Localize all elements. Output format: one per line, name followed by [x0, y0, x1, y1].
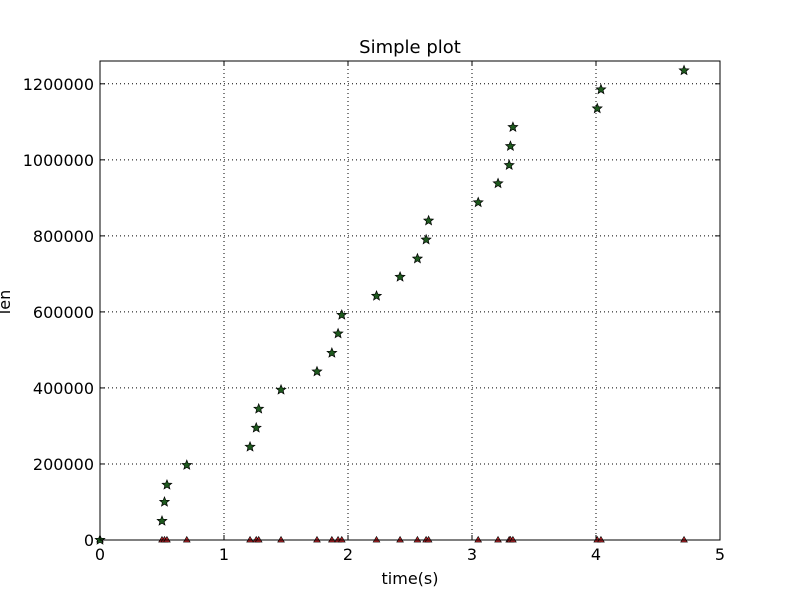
star-marker [472, 196, 484, 208]
triangle-marker [337, 535, 346, 543]
plot-area [100, 61, 720, 540]
star-marker [507, 121, 519, 132]
triangle-marker [182, 535, 191, 543]
triangle-marker [413, 535, 422, 543]
star-marker [492, 177, 504, 189]
triangle-marker [396, 535, 404, 543]
triangle-marker [494, 535, 502, 543]
star-marker [411, 252, 424, 264]
ticks: 0 1 2 3 4 5 0 200000 400000 600000 800000 1000000 12… [23, 61, 725, 564]
grid [100, 61, 720, 540]
y-tick-label: 200000 [33, 455, 94, 474]
triangle-marker [474, 535, 483, 543]
triangle-marker [424, 535, 433, 543]
x-tick-label: 2 [343, 545, 353, 564]
x-tick-label: 3 [467, 545, 477, 564]
x-tick-label: 4 [591, 545, 601, 564]
star-marker [336, 309, 348, 320]
y-tick-label: 1200000 [23, 75, 94, 94]
triangle-marker [313, 535, 321, 543]
star-marker [504, 140, 517, 151]
axes-frame [99, 60, 721, 541]
x-tick-label: 0 [95, 545, 105, 564]
star-marker [422, 214, 435, 226]
star-marker [244, 440, 256, 452]
x-axis-label: time(s) [382, 569, 439, 588]
star-marker [253, 402, 265, 414]
star-marker [161, 478, 173, 490]
y-axis-label: len [0, 290, 14, 314]
triangle-marker [163, 535, 171, 543]
triangle-marker [328, 535, 336, 543]
y-tick-label: 0 [84, 531, 94, 550]
star-marker [420, 233, 432, 245]
chart-title: Simple plot [359, 37, 461, 58]
y-tick-label: 600000 [33, 303, 94, 322]
star-marker [275, 383, 287, 395]
triangle-marker [680, 535, 688, 543]
y-tick-label: 1000000 [23, 151, 94, 170]
triangle-marker [509, 535, 517, 543]
y-tick-label: 400000 [33, 379, 94, 398]
star-marker [181, 459, 193, 470]
x-tick-label: 5 [715, 545, 725, 564]
triangle-marker [372, 535, 381, 543]
star-marker [503, 159, 515, 170]
star-marker [311, 365, 323, 377]
triangle-marker [246, 535, 254, 543]
star-marker [250, 421, 262, 433]
star-marker [591, 102, 603, 114]
x-tick-label: 1 [219, 545, 229, 564]
triangle-marker [597, 535, 605, 543]
star-marker [370, 289, 383, 301]
star-marker [678, 64, 690, 76]
star-marker [394, 270, 406, 282]
star-marker [326, 347, 338, 358]
star-marker [332, 327, 344, 339]
triangle-marker [254, 535, 263, 543]
y-tick-label: 800000 [33, 227, 94, 246]
star-marker [156, 515, 168, 526]
triangle-marker [277, 535, 285, 543]
star-marker [158, 496, 171, 507]
star-marker [595, 83, 607, 95]
